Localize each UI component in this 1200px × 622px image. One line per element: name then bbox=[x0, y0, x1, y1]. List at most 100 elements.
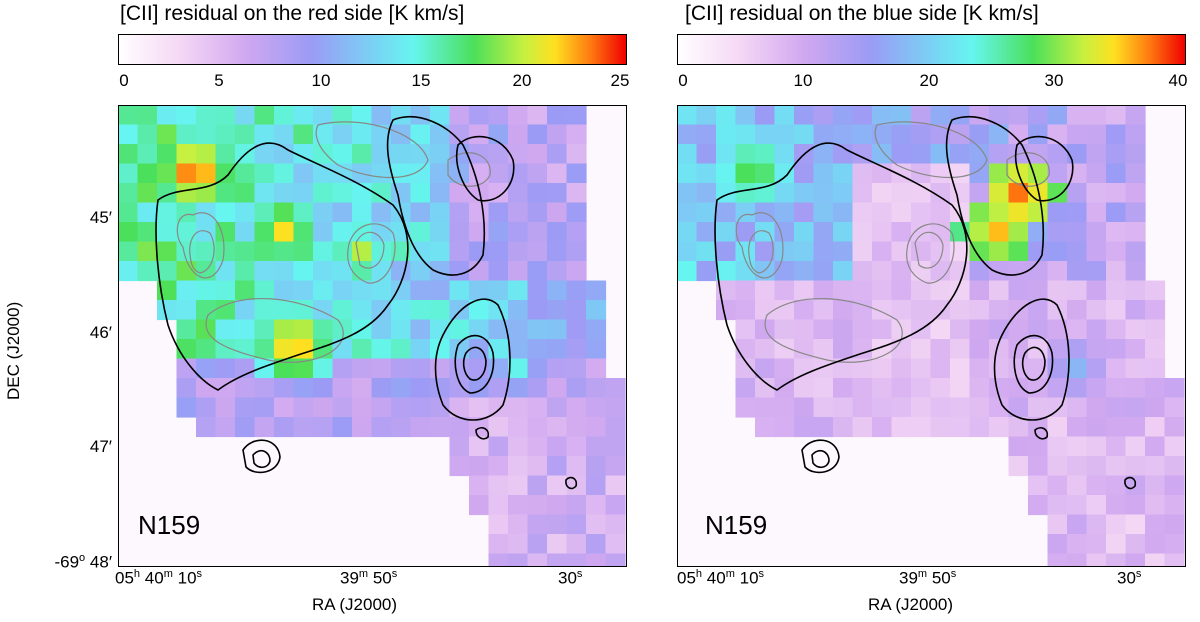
heatmap-cell bbox=[930, 378, 951, 399]
heatmap-cell bbox=[352, 300, 373, 321]
heatmap-cell bbox=[469, 163, 490, 184]
ra-seconds: 30 bbox=[1117, 568, 1136, 588]
heatmap-cell bbox=[430, 319, 451, 340]
heatmap-cell bbox=[1125, 339, 1146, 360]
heatmap-cell bbox=[1028, 241, 1049, 262]
colorbar-ticks: 0 5 10 15 20 25 bbox=[118, 71, 629, 91]
heatmap-cell bbox=[196, 241, 217, 262]
heatmap-cell bbox=[196, 124, 217, 145]
heatmap-cell bbox=[852, 319, 873, 340]
heatmap-cell bbox=[274, 105, 295, 126]
heatmap-cell bbox=[1125, 280, 1146, 301]
heatmap-cell bbox=[969, 261, 990, 282]
heatmap-cell bbox=[1086, 222, 1107, 243]
heatmap-cell bbox=[430, 300, 451, 321]
heatmap-cell bbox=[508, 222, 529, 243]
heatmap-cell bbox=[872, 300, 893, 321]
heatmap-cell bbox=[254, 397, 275, 418]
heatmap-cell bbox=[566, 280, 587, 301]
heatmap-cell bbox=[488, 436, 509, 457]
heatmap-cell bbox=[774, 144, 795, 165]
heatmap-cell bbox=[488, 300, 509, 321]
heatmap-cell bbox=[1086, 475, 1107, 496]
heatmap-cell bbox=[547, 261, 568, 282]
heatmap-cell bbox=[313, 319, 334, 340]
heatmap-cell bbox=[410, 183, 431, 204]
heatmap-cell bbox=[157, 261, 178, 282]
heatmap-cell bbox=[755, 241, 776, 262]
heatmap-cell bbox=[1125, 261, 1146, 282]
heatmap-cell bbox=[735, 378, 756, 399]
heatmap-cell bbox=[430, 358, 451, 379]
heatmap-cell bbox=[891, 280, 912, 301]
heatmap-cell bbox=[254, 105, 275, 126]
heatmap-cell bbox=[254, 241, 275, 262]
heatmap-cell bbox=[1145, 358, 1166, 379]
contour-line bbox=[252, 449, 271, 469]
heatmap-cell bbox=[508, 124, 529, 145]
heatmap-cell bbox=[391, 319, 412, 340]
heatmap-cell bbox=[1067, 514, 1088, 535]
heatmap-cell bbox=[293, 319, 314, 340]
heatmap-cell bbox=[891, 417, 912, 438]
heatmap-cell bbox=[1106, 495, 1127, 516]
heatmap-cell bbox=[969, 358, 990, 379]
heatmap-cell bbox=[547, 183, 568, 204]
heatmap-cell bbox=[488, 261, 509, 282]
heatmap-cell bbox=[527, 397, 548, 418]
heatmap-cell bbox=[872, 358, 893, 379]
heatmap-cell bbox=[274, 378, 295, 399]
heatmap-cell bbox=[852, 358, 873, 379]
heatmap-cell bbox=[696, 222, 717, 243]
heatmap-cell bbox=[215, 378, 236, 399]
heatmap-cell bbox=[1008, 397, 1029, 418]
heatmap-cell bbox=[488, 105, 509, 126]
heatmap-cell bbox=[1067, 339, 1088, 360]
heatmap-cell bbox=[891, 144, 912, 165]
heatmap-cell bbox=[852, 105, 873, 126]
heatmap-cell bbox=[488, 553, 509, 567]
heatmap-cell bbox=[176, 300, 197, 321]
contour-line bbox=[462, 346, 487, 381]
heatmap-cell bbox=[254, 319, 275, 340]
heatmap-cell bbox=[1145, 378, 1166, 399]
heatmap-cell bbox=[488, 378, 509, 399]
heatmap-cell bbox=[677, 144, 698, 165]
heatmap-cell bbox=[989, 144, 1010, 165]
heatmap-cell bbox=[391, 417, 412, 438]
heatmap-cell bbox=[950, 261, 971, 282]
heatmap-cell bbox=[430, 339, 451, 360]
heatmap-cell bbox=[118, 144, 139, 165]
heatmap-cell bbox=[813, 319, 834, 340]
heatmap-cell bbox=[430, 202, 451, 223]
heatmap-cell bbox=[313, 124, 334, 145]
heatmap-cell bbox=[547, 495, 568, 516]
heatmap-cell bbox=[371, 124, 392, 145]
heatmap-cell bbox=[794, 183, 815, 204]
heatmap-cell bbox=[605, 514, 626, 535]
heatmap-cell bbox=[813, 124, 834, 145]
heatmap-cell bbox=[469, 241, 490, 262]
heatmap-cell bbox=[391, 163, 412, 184]
heatmap-cell bbox=[716, 144, 737, 165]
heatmap-cell bbox=[794, 339, 815, 360]
heatmap-cell bbox=[1047, 261, 1068, 282]
heatmap-cell bbox=[1125, 358, 1146, 379]
contour-line bbox=[714, 142, 968, 391]
heatmap-cell bbox=[1125, 436, 1146, 457]
heatmap-cell bbox=[274, 417, 295, 438]
heatmap-cell bbox=[293, 183, 314, 204]
colorbar-tick: 30 bbox=[1044, 71, 1064, 90]
heatmap-cell bbox=[469, 222, 490, 243]
heatmap-cell bbox=[755, 378, 776, 399]
heatmap-cell bbox=[410, 241, 431, 262]
heatmap-cell bbox=[332, 124, 353, 145]
heatmap-cell bbox=[215, 241, 236, 262]
heatmap-cell bbox=[274, 358, 295, 379]
heatmap-cell bbox=[196, 105, 217, 126]
heatmap-cell bbox=[391, 241, 412, 262]
heatmap-cell bbox=[235, 339, 256, 360]
heatmap-cell bbox=[469, 124, 490, 145]
contour-line bbox=[801, 439, 840, 474]
heatmap-cell bbox=[735, 105, 756, 126]
